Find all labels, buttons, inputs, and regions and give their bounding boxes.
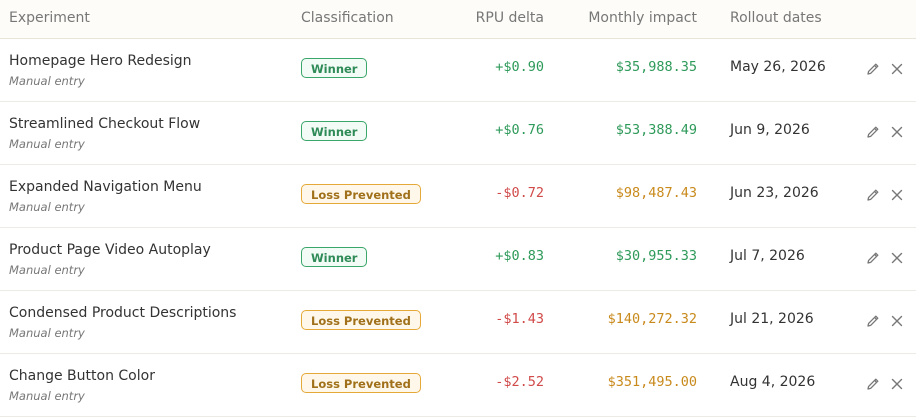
table-row[interactable]: Product Page Video Autoplay Manual entry…	[0, 228, 916, 291]
rpu-delta-value: +$0.90	[495, 59, 544, 75]
rpu-delta-value: -$0.72	[495, 185, 544, 201]
monthly-impact-value: $30,955.33	[615, 248, 697, 264]
pencil-icon[interactable]	[865, 187, 881, 203]
table-row[interactable]: Expanded Navigation Menu Manual entry Lo…	[0, 165, 916, 228]
experiment-source: Manual entry	[9, 326, 85, 340]
rollout-date: May 26, 2026	[730, 59, 826, 75]
table-header: Experiment Classification RPU delta Mont…	[0, 0, 916, 39]
monthly-impact-value: $98,487.43	[615, 185, 697, 201]
close-icon[interactable]	[889, 124, 905, 140]
rollout-date: Jun 9, 2026	[730, 122, 810, 138]
column-header-classification[interactable]: Classification	[301, 10, 394, 26]
experiment-name: Product Page Video Autoplay	[9, 242, 211, 258]
pencil-icon[interactable]	[865, 61, 881, 77]
pencil-icon[interactable]	[865, 124, 881, 140]
rpu-delta-value: +$0.83	[495, 248, 544, 264]
pencil-icon[interactable]	[865, 313, 881, 329]
column-header-monthly-impact[interactable]: Monthly impact	[588, 10, 697, 26]
close-icon[interactable]	[889, 187, 905, 203]
table-body: Homepage Hero Redesign Manual entry Winn…	[0, 39, 916, 417]
experiment-source: Manual entry	[9, 200, 85, 214]
close-icon[interactable]	[889, 250, 905, 266]
classification-badge: Loss Prevented	[301, 310, 421, 330]
experiment-name: Expanded Navigation Menu	[9, 179, 202, 195]
table-row[interactable]: Homepage Hero Redesign Manual entry Winn…	[0, 39, 916, 102]
rollout-date: Jul 7, 2026	[730, 248, 805, 264]
pencil-icon[interactable]	[865, 250, 881, 266]
rpu-delta-value: -$2.52	[495, 374, 544, 390]
rollout-date: Jun 23, 2026	[730, 185, 819, 201]
experiment-source: Manual entry	[9, 263, 85, 277]
classification-badge: Loss Prevented	[301, 184, 421, 204]
rollout-date: Jul 21, 2026	[730, 311, 814, 327]
experiment-source: Manual entry	[9, 137, 85, 151]
experiment-name: Condensed Product Descriptions	[9, 305, 237, 321]
table-row[interactable]: Condensed Product Descriptions Manual en…	[0, 291, 916, 354]
experiment-name: Homepage Hero Redesign	[9, 53, 192, 69]
experiment-name: Change Button Color	[9, 368, 155, 384]
table-row[interactable]: Streamlined Checkout Flow Manual entry W…	[0, 102, 916, 165]
close-icon[interactable]	[889, 376, 905, 392]
rollout-date: Aug 4, 2026	[730, 374, 816, 390]
classification-badge: Winner	[301, 121, 368, 141]
column-header-experiment[interactable]: Experiment	[9, 10, 90, 26]
close-icon[interactable]	[889, 61, 905, 77]
pencil-icon[interactable]	[865, 376, 881, 392]
classification-badge: Loss Prevented	[301, 373, 421, 393]
experiment-name: Streamlined Checkout Flow	[9, 116, 201, 132]
table-row[interactable]: Change Button Color Manual entry Loss Pr…	[0, 354, 916, 417]
classification-badge: Winner	[301, 58, 368, 78]
rpu-delta-value: +$0.76	[495, 122, 544, 138]
classification-badge: Winner	[301, 247, 368, 267]
experiment-source: Manual entry	[9, 389, 85, 403]
close-icon[interactable]	[889, 313, 905, 329]
experiment-source: Manual entry	[9, 74, 85, 88]
monthly-impact-value: $35,988.35	[615, 59, 697, 75]
monthly-impact-value: $140,272.32	[607, 311, 697, 327]
monthly-impact-value: $351,495.00	[607, 374, 697, 390]
column-header-rpu-delta[interactable]: RPU delta	[475, 10, 544, 26]
monthly-impact-value: $53,388.49	[615, 122, 697, 138]
rpu-delta-value: -$1.43	[495, 311, 544, 327]
column-header-rollout-dates[interactable]: Rollout dates	[730, 10, 822, 26]
